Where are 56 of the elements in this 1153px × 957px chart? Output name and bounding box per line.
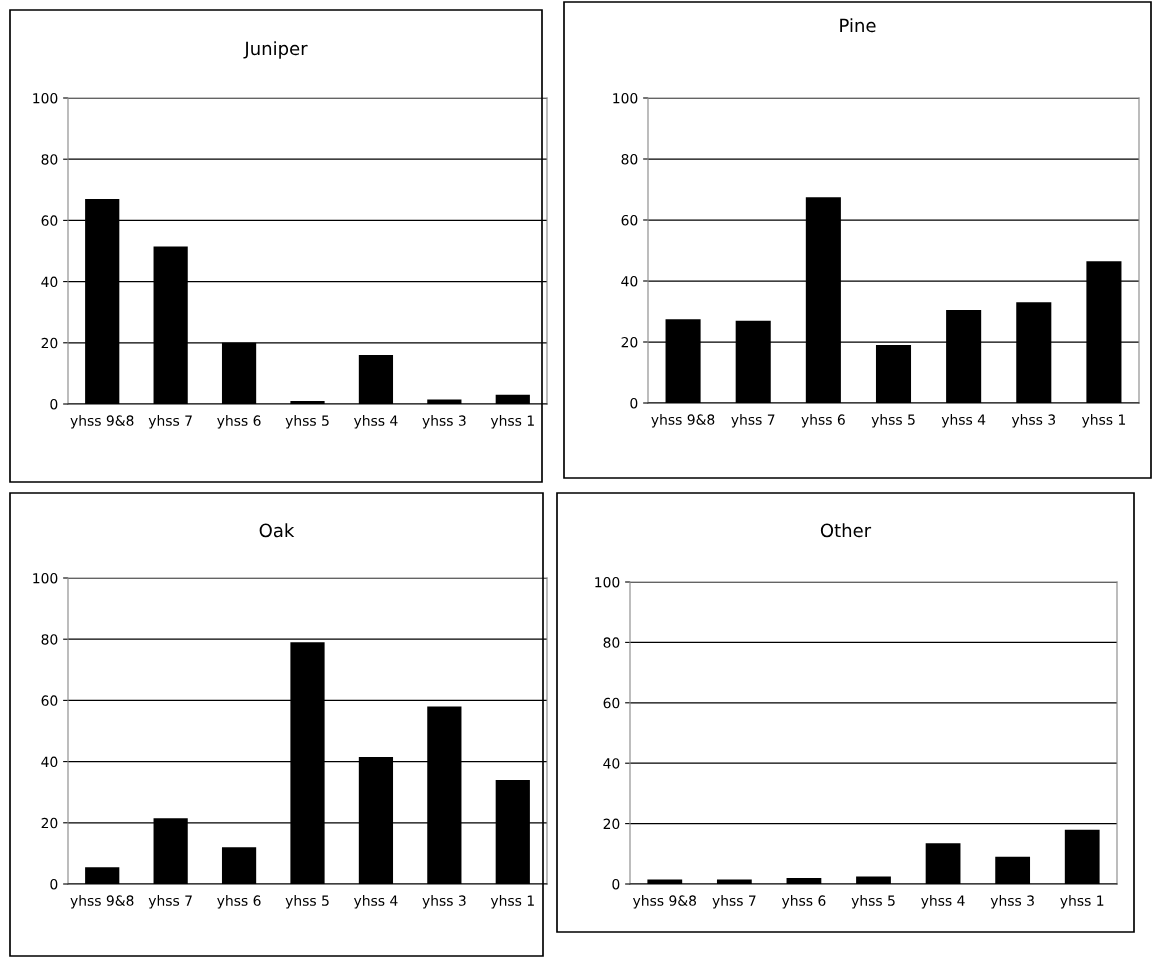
x-tick-label: yhss 6 [781,895,826,909]
y-tick-label: 80 [41,634,58,645]
y-tick-label: 80 [41,154,58,165]
y-tick-label: 0 [612,878,620,890]
x-tick-label: yhss 7 [731,414,775,428]
x-tick-label: yhss 7 [148,895,192,909]
y-tick-label: 0 [630,397,638,409]
x-tick-label: yhss 6 [801,414,845,428]
y-tick-label: 40 [621,275,638,287]
y-tick-label: 60 [41,695,58,706]
x-tick-label: yhss 6 [217,895,261,909]
x-tick-label: yhss 4 [941,414,986,428]
y-tick-label: 40 [41,276,58,288]
x-tick-label: yhss 1 [1081,414,1126,428]
x-tick-label: yhss 4 [353,415,398,429]
x-tick-label: yhss 7 [712,895,756,909]
x-tick-label: yhss 3 [422,895,466,909]
y-tick-label: 80 [603,637,620,648]
y-tick-label: 40 [603,758,620,769]
chart-title: Juniper [243,41,308,59]
x-tick-label: yhss 4 [921,895,965,909]
x-tick-label: yhss 9&8 [651,414,715,428]
x-tick-label: yhss 7 [148,415,192,429]
y-tick-label: 20 [603,818,620,830]
x-tick-label: yhss 1 [1060,895,1104,909]
x-tick-label: yhss 5 [285,415,329,429]
chart-title: Oak [259,523,295,538]
y-tick-label: 100 [595,576,620,588]
y-tick-label: 40 [41,756,58,768]
chart-title: Other [820,523,872,538]
x-tick-label: yhss 3 [422,415,466,429]
x-tick-label: yhss 3 [1011,414,1056,428]
y-tick-label: 100 [33,92,58,104]
x-tick-label: yhss 1 [490,895,534,909]
y-tick-label: 80 [621,153,638,165]
x-tick-label: yhss 4 [353,895,398,909]
x-tick-label: yhss 5 [851,895,895,909]
chart-title: Pine [840,18,876,33]
y-tick-label: 100 [613,92,638,104]
x-tick-label: yhss 5 [871,414,915,428]
x-tick-label: yhss 5 [285,895,329,909]
y-tick-label: 20 [41,817,58,829]
y-tick-label: 0 [50,398,58,410]
y-tick-label: 60 [603,697,620,709]
x-tick-label: yhss 9&8 [70,415,134,429]
x-tick-label: yhss 3 [990,895,1034,909]
y-tick-label: 100 [33,572,58,584]
x-tick-label: yhss 9&8 [70,895,134,909]
y-tick-label: 60 [621,214,638,226]
y-tick-label: 20 [621,336,638,348]
x-tick-label: yhss 9&8 [632,895,697,909]
x-tick-label: yhss 1 [490,415,534,429]
y-tick-label: 20 [41,337,58,349]
y-tick-label: 0 [50,878,58,890]
y-tick-label: 60 [41,215,58,226]
x-tick-label: yhss 6 [217,415,261,429]
